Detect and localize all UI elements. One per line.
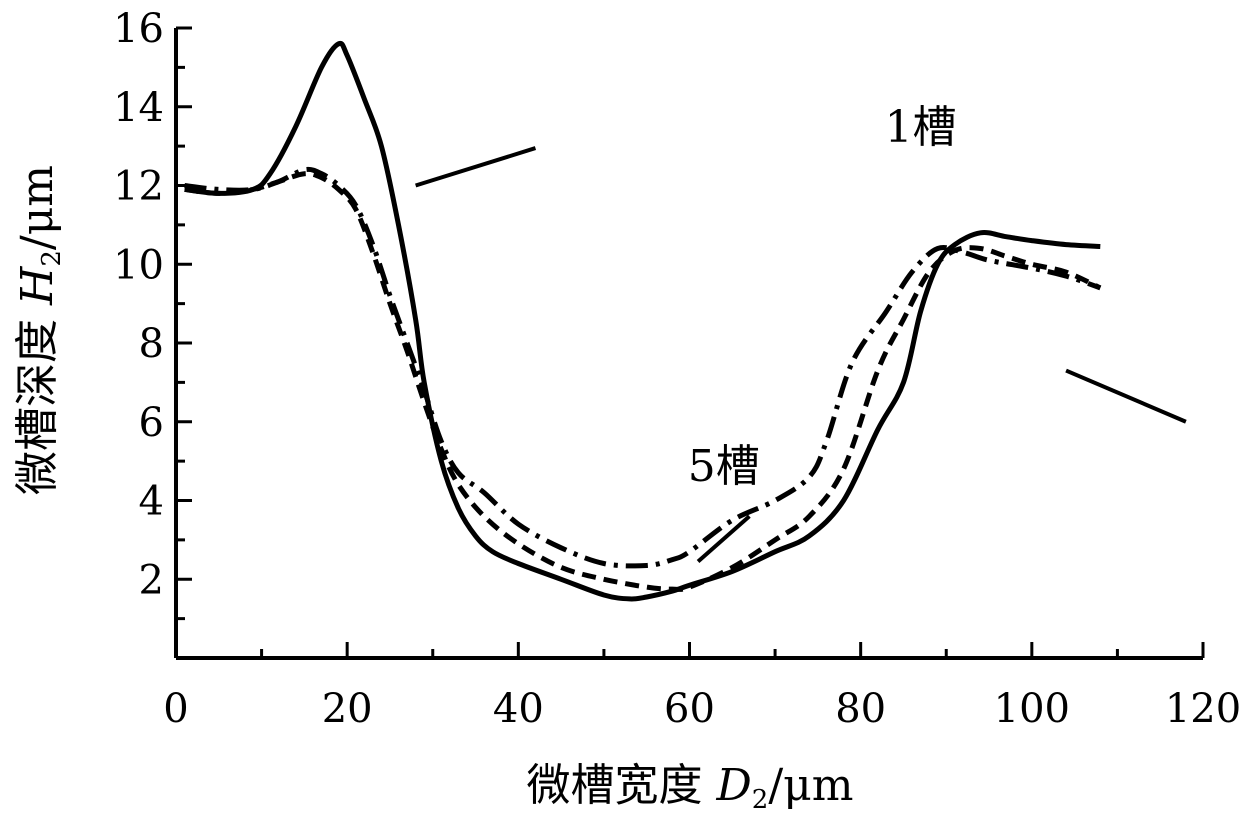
x-tick-label: 20 [322, 686, 373, 732]
x-tick-label: 80 [835, 686, 886, 732]
y-axis-title: 微槽深度 H2/μm [12, 165, 67, 495]
series-line-3 [184, 166, 1102, 569]
annotations: 1槽3槽5槽 [415, 102, 1187, 564]
x-tick-label: 100 [994, 686, 1070, 732]
y-tick-label: 8 [139, 321, 164, 367]
y-tick-label: 16 [113, 6, 164, 52]
series-group [184, 40, 1102, 602]
annotation-leader-2 [1065, 368, 1187, 424]
y-tick-label: 12 [113, 164, 164, 210]
annotation-label-1: 1槽 [885, 102, 957, 153]
y-tick-label: 10 [113, 242, 164, 288]
ticks: 0 20 40 60 80 100 120 2 4 6 8 10 12 14 16 [113, 6, 1241, 732]
annotation-label-3: 5槽 [688, 441, 760, 492]
x-axis-title: 微槽宽度 D2/μm [527, 760, 854, 814]
x-tick-label: 120 [1165, 686, 1241, 732]
y-tick-label: 14 [113, 85, 164, 131]
y-tick-label: 2 [139, 557, 164, 603]
annotation-leader-1 [415, 146, 537, 188]
series-line-1 [184, 40, 1101, 602]
annotation-leader-3 [696, 514, 751, 564]
x-tick-label: 60 [664, 686, 715, 732]
x-tick-label: 40 [493, 686, 544, 732]
x-tick-label: 0 [163, 686, 188, 732]
y-tick-label: 6 [139, 400, 164, 446]
axes [174, 28, 1203, 660]
series-line-2 [184, 171, 1102, 592]
y-tick-label: 4 [139, 479, 164, 525]
